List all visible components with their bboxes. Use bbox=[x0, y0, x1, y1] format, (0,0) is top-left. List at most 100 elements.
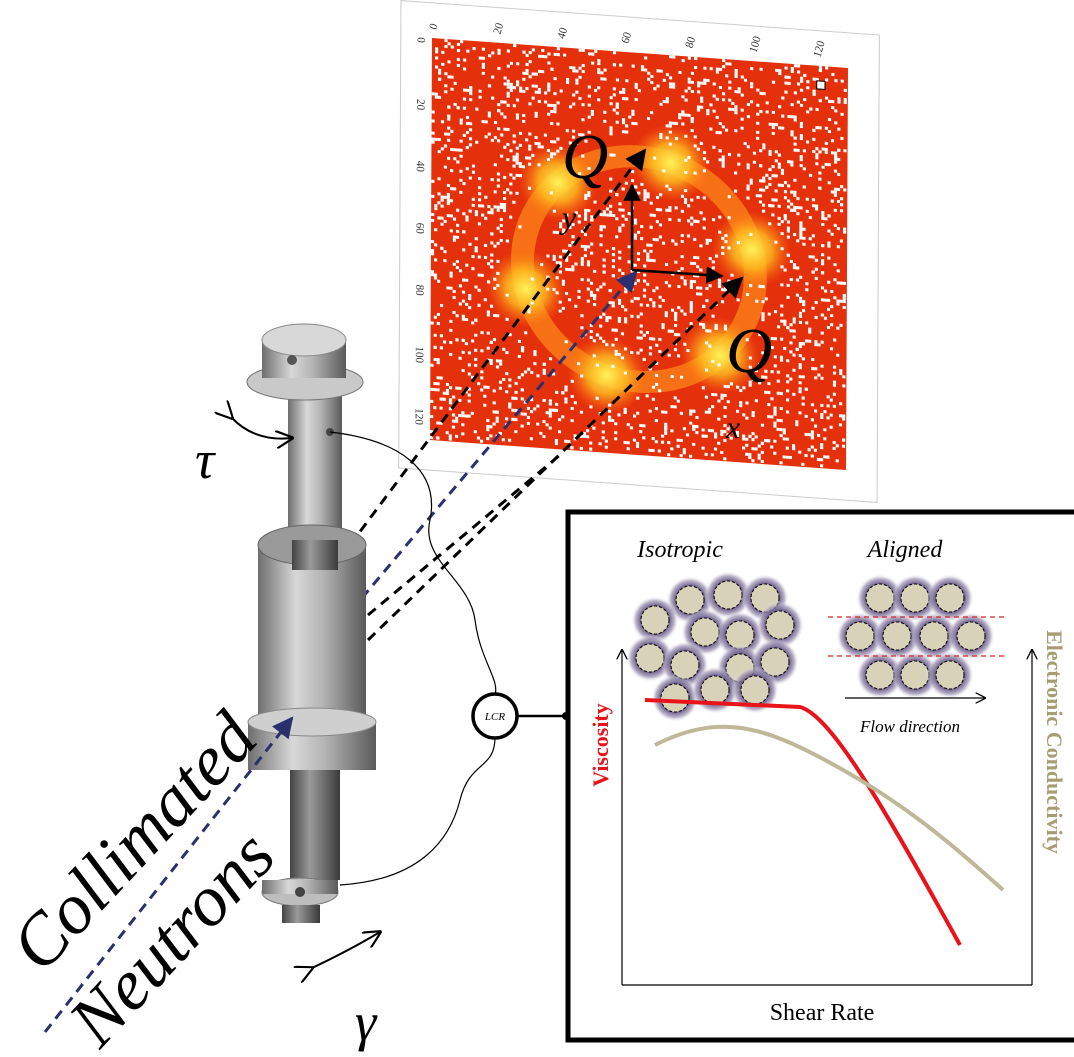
pixel bbox=[783, 455, 786, 458]
pixel bbox=[821, 166, 824, 169]
pixel bbox=[602, 436, 605, 439]
pixel bbox=[787, 296, 790, 299]
pixel bbox=[690, 283, 693, 286]
pixel bbox=[681, 240, 684, 243]
pixel bbox=[622, 187, 625, 190]
pixel bbox=[507, 95, 510, 98]
pixel bbox=[836, 327, 839, 330]
pixel bbox=[624, 317, 627, 320]
pixel bbox=[830, 414, 833, 417]
pixel bbox=[734, 171, 737, 174]
pixel bbox=[525, 87, 528, 90]
pixel bbox=[434, 207, 437, 210]
pixel bbox=[600, 228, 603, 231]
pixel bbox=[703, 217, 706, 220]
pixel bbox=[749, 233, 752, 236]
pixel bbox=[831, 139, 834, 142]
pixel bbox=[718, 282, 721, 285]
pixel bbox=[665, 263, 668, 266]
pixel bbox=[662, 299, 665, 302]
pixel bbox=[674, 348, 677, 351]
pixel bbox=[708, 411, 711, 414]
pixel bbox=[589, 447, 592, 450]
pixel bbox=[431, 270, 434, 273]
pixel bbox=[783, 437, 786, 440]
pixel bbox=[790, 130, 793, 133]
pixel bbox=[834, 209, 837, 212]
pixel bbox=[666, 136, 669, 139]
pixel bbox=[469, 86, 472, 89]
pixel bbox=[789, 350, 792, 353]
pixel bbox=[459, 284, 462, 287]
pixel bbox=[461, 414, 464, 417]
pixel bbox=[663, 100, 666, 103]
pixel bbox=[667, 441, 670, 444]
pixel bbox=[650, 75, 653, 78]
pixel bbox=[771, 204, 774, 207]
pixel bbox=[836, 354, 839, 357]
pixel bbox=[625, 182, 628, 185]
pixel bbox=[699, 323, 702, 326]
pixel bbox=[834, 194, 837, 197]
pixel bbox=[833, 372, 836, 375]
pixel bbox=[817, 434, 820, 437]
pixel bbox=[518, 355, 521, 358]
pixel bbox=[440, 247, 443, 250]
pixel bbox=[728, 195, 731, 198]
pixel bbox=[800, 125, 803, 128]
left-axis-label: Viscosity bbox=[588, 703, 613, 787]
pixel bbox=[611, 344, 614, 347]
pixel bbox=[550, 104, 553, 107]
pixel bbox=[688, 87, 691, 90]
pixel bbox=[675, 206, 678, 209]
pixel bbox=[490, 259, 493, 262]
pixel bbox=[773, 452, 776, 455]
pixel bbox=[599, 285, 602, 288]
pixel bbox=[435, 92, 438, 95]
pixel bbox=[834, 109, 837, 112]
pixel bbox=[544, 55, 547, 58]
pixel bbox=[637, 192, 640, 195]
pixel bbox=[453, 290, 456, 293]
pixel bbox=[532, 72, 535, 75]
pixel bbox=[465, 215, 468, 218]
pixel bbox=[657, 69, 660, 72]
pixel bbox=[478, 274, 481, 277]
pixel bbox=[568, 268, 571, 271]
pixel bbox=[722, 164, 725, 167]
pixel bbox=[436, 421, 439, 424]
pixel bbox=[843, 231, 846, 234]
pixel bbox=[575, 69, 578, 72]
pixel bbox=[748, 453, 751, 456]
pixel bbox=[452, 395, 455, 398]
pixel bbox=[799, 354, 802, 357]
pixel bbox=[599, 315, 602, 318]
pixel bbox=[614, 422, 617, 425]
pixel bbox=[824, 299, 827, 302]
pixel bbox=[547, 104, 550, 107]
pixel bbox=[716, 116, 719, 119]
strain-label: γ bbox=[355, 992, 378, 1052]
pixel bbox=[490, 359, 493, 362]
pixel bbox=[630, 426, 633, 429]
pixel bbox=[433, 382, 436, 385]
pixel bbox=[635, 98, 638, 101]
pixel bbox=[630, 288, 633, 291]
pixel bbox=[469, 128, 472, 131]
pixel bbox=[444, 166, 447, 169]
pixel bbox=[821, 244, 824, 247]
pixel bbox=[444, 196, 447, 199]
pixel bbox=[712, 266, 715, 269]
pixel bbox=[510, 89, 513, 92]
pixel bbox=[844, 98, 847, 101]
pixel bbox=[643, 334, 646, 337]
pixel bbox=[809, 174, 812, 177]
pixel bbox=[514, 418, 517, 421]
pixel bbox=[468, 351, 471, 354]
pixel bbox=[581, 103, 584, 106]
pixel bbox=[454, 103, 457, 106]
pixel bbox=[446, 392, 449, 395]
pixel bbox=[497, 103, 500, 106]
pixel bbox=[511, 418, 514, 421]
pixel bbox=[463, 98, 466, 101]
